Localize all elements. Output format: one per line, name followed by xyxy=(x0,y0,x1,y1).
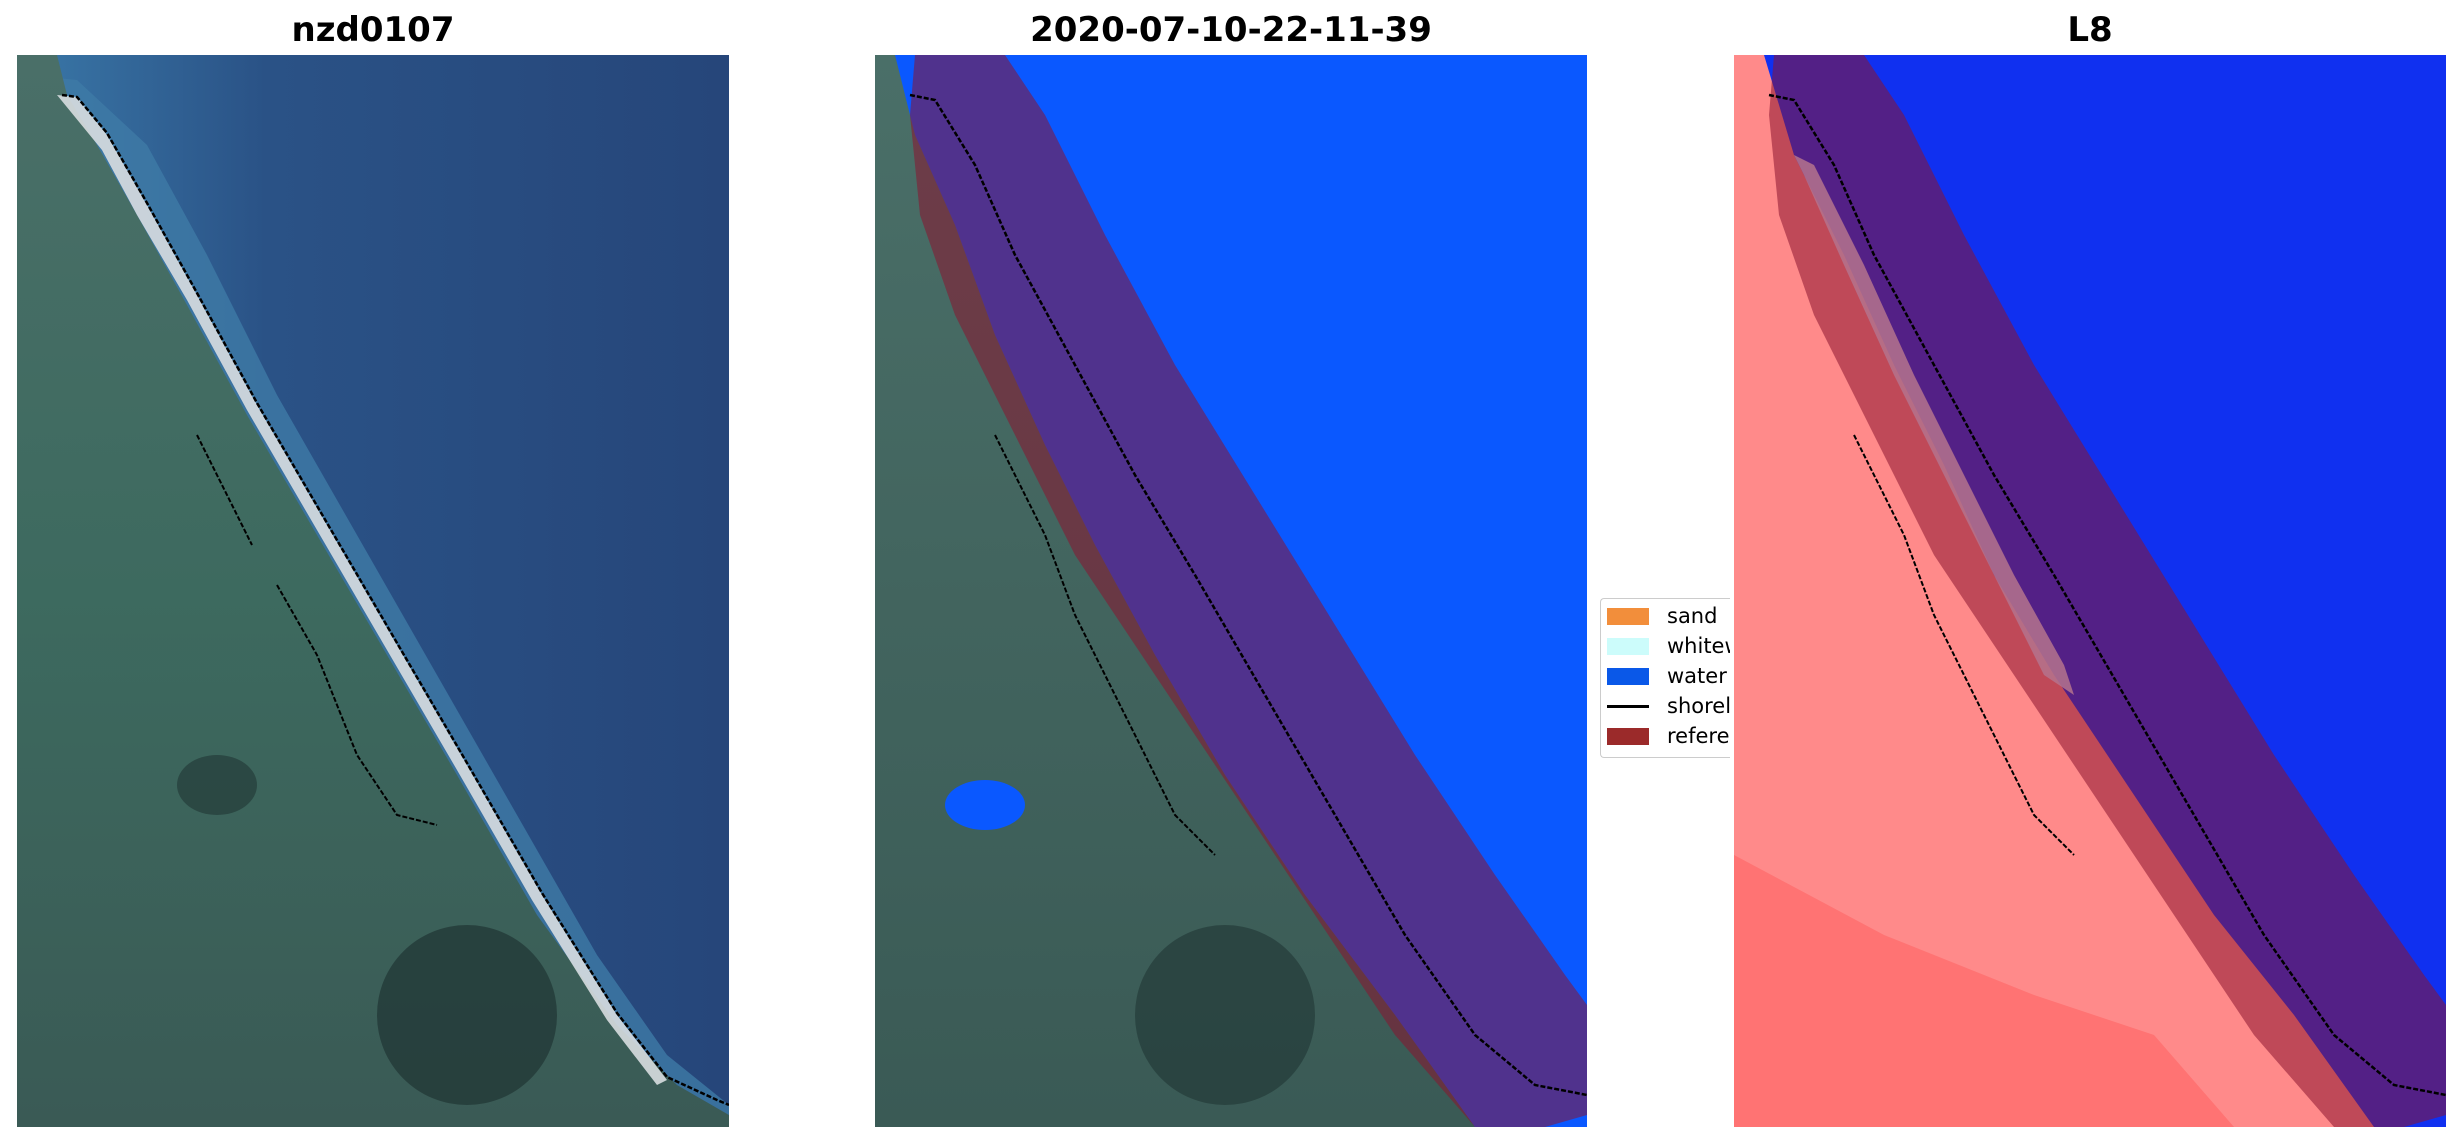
legend-label-water: water xyxy=(1667,664,1727,688)
legend-label-shoreline: shoreline xyxy=(1667,694,1730,718)
reference-buffer xyxy=(910,55,1587,1127)
panel-title-classified: 2020-07-10-22-11-39 xyxy=(1030,10,1432,50)
rgb-satellite-image xyxy=(17,55,729,1127)
classified-panel xyxy=(875,55,1587,1127)
shoreline-line xyxy=(909,93,1587,1097)
shoreline-line-swatch xyxy=(1607,705,1649,708)
reference-buffer xyxy=(1769,55,2446,1127)
sand-swatch xyxy=(1607,608,1649,625)
index-panel xyxy=(1734,55,2446,1127)
classified-image xyxy=(875,55,1587,1127)
whitewater-swatch xyxy=(1607,638,1649,655)
water-swatch xyxy=(1607,668,1649,685)
index-image xyxy=(1734,55,2446,1127)
panel-title-index: L8 xyxy=(2067,10,2113,50)
reference-shoreline-swatch xyxy=(1607,728,1649,745)
legend-label-sand: sand xyxy=(1667,604,1718,628)
legend-label-reference-shoreline: reference shoreline xyxy=(1667,724,1730,748)
shoreline-line xyxy=(1768,93,2446,1097)
rgb-satellite-panel xyxy=(17,55,729,1127)
panel-title-rgb: nzd0107 xyxy=(291,10,455,50)
